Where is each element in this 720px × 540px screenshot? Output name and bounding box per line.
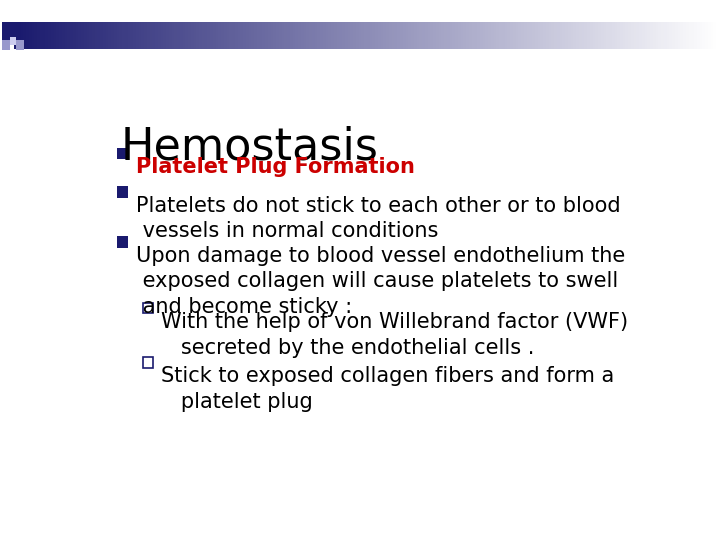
Text: With the help of von Willebrand factor (VWF)
   secreted by the endothelial cell: With the help of von Willebrand factor (… — [161, 312, 629, 358]
Bar — [143, 357, 153, 368]
Text: Platelets do not stick to each other or to blood
 vessels in normal conditions: Platelets do not stick to each other or … — [136, 196, 621, 241]
Bar — [117, 147, 128, 159]
Text: Stick to exposed collagen fibers and form a
   platelet plug: Stick to exposed collagen fibers and for… — [161, 366, 615, 412]
Bar — [117, 186, 128, 198]
Bar — [117, 236, 128, 248]
Text: Upon damage to blood vessel endothelium the
 exposed collagen will cause platele: Upon damage to blood vessel endothelium … — [136, 246, 625, 317]
Bar — [143, 302, 153, 313]
Text: Hemostasis: Hemostasis — [121, 125, 379, 168]
Text: Platelet Plug Formation: Platelet Plug Formation — [136, 157, 415, 177]
